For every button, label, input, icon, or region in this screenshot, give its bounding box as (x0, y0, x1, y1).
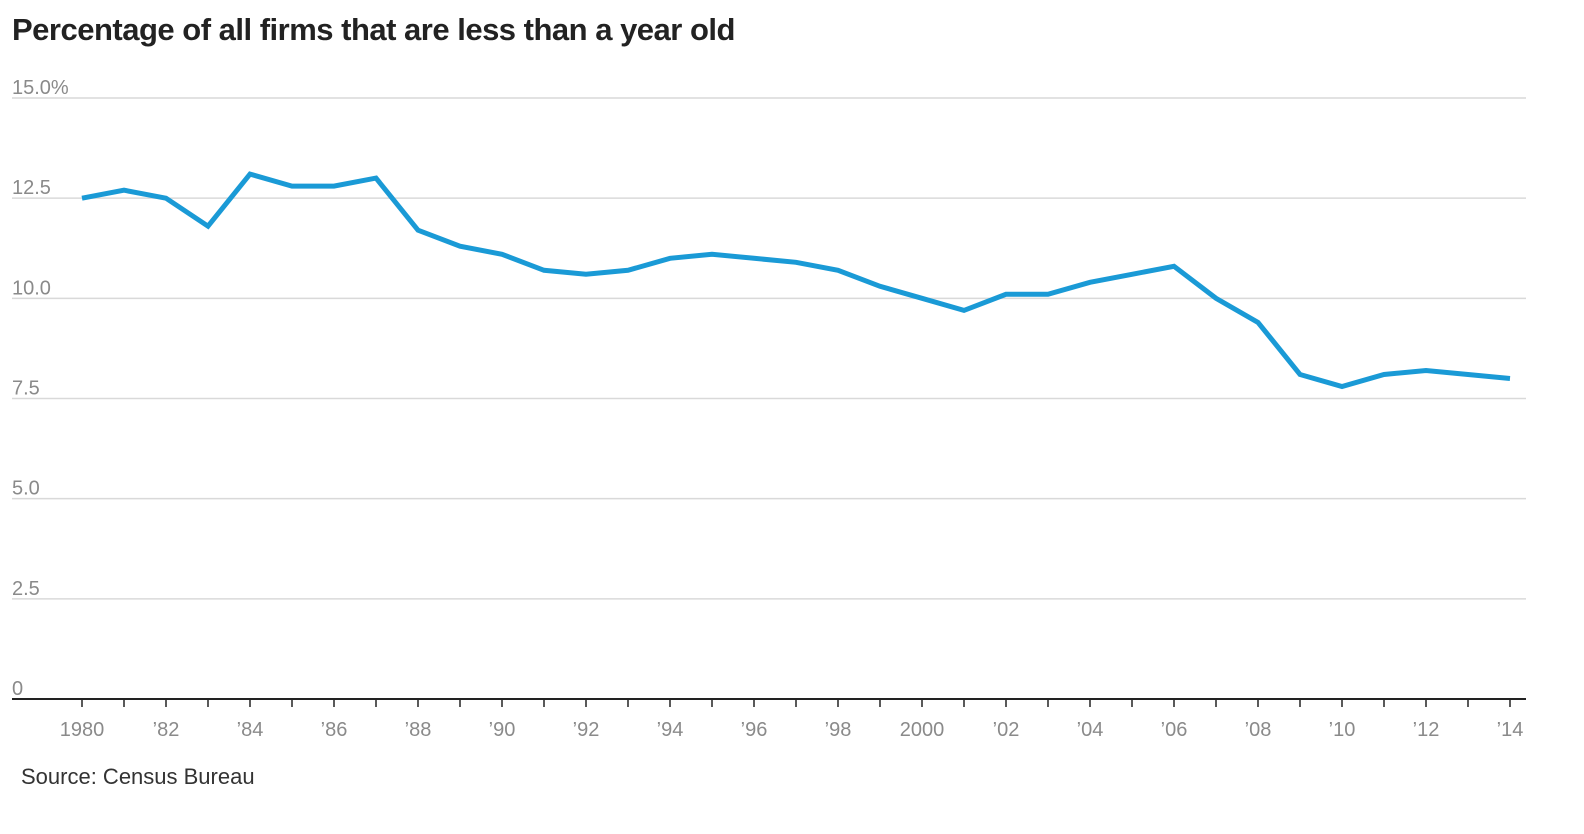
y-tick-label: 0 (12, 678, 23, 700)
x-tick-label: ’10 (1329, 719, 1356, 741)
y-tick-label: 5.0 (12, 478, 40, 500)
x-tick-label: ’88 (405, 719, 432, 741)
x-tick-label: ’12 (1413, 719, 1440, 741)
series-group (81, 171, 1511, 390)
x-axis-ticks: 1980 ’82 ’84 ’86 ’88 ’90 ’92 ’94 ’96 ’98 2000 ’02 ’0… (60, 699, 1524, 741)
y-tick-label: 2.5 (12, 578, 40, 600)
x-tick-label: ’94 (657, 719, 684, 741)
y-tick-label: 12.5 (12, 177, 51, 199)
x-tick-label: ’08 (1245, 719, 1272, 741)
x-tick-label: ’14 (1497, 719, 1524, 741)
x-tick-label: ’92 (573, 719, 600, 741)
y-tick-label: 15.0% (12, 77, 69, 99)
x-tick-label: ’90 (489, 719, 516, 741)
x-tick-label: ’96 (741, 719, 768, 741)
x-tick-label: ’06 (1161, 719, 1188, 741)
x-tick-label: ’84 (237, 719, 264, 741)
x-tick-label: 1980 (60, 719, 105, 741)
x-tick-label: ’86 (321, 719, 348, 741)
x-tick-label: ’82 (153, 719, 180, 741)
gridlines (12, 97, 1526, 600)
chart-title: Percentage of all firms that are less th… (12, 12, 735, 47)
series-line (81, 171, 1511, 390)
y-tick-label: 10.0 (12, 277, 51, 299)
y-axis-ticks: 0 2.5 5.0 7.5 10.0 12.5 15.0% (12, 77, 69, 700)
y-tick-label: 7.5 (12, 378, 40, 400)
x-tick-label: ’02 (993, 719, 1020, 741)
x-tick-label: ’04 (1077, 719, 1104, 741)
source-note: Source: Census Bureau (21, 764, 255, 789)
x-tick-label: 2000 (900, 719, 945, 741)
x-tick-label: ’98 (825, 719, 852, 741)
